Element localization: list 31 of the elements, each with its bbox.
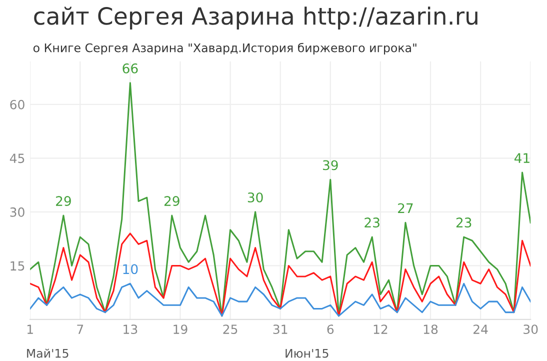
y-tick-label: 60 [10,100,24,110]
x-tick-label: 12 [374,324,388,334]
annotation: 27 [398,203,413,214]
annotation: 29 [164,196,180,206]
line-series [30,232,531,317]
text: Май'15 [27,348,68,358]
annotation: 66 [122,63,138,74]
y-tick-label: 45 [10,154,24,164]
text: Июн'15 [286,349,328,358]
x-tick-label: 1 [27,324,33,334]
y-tick-label: 15 [10,261,24,271]
x-tick-label: 13 [124,324,138,334]
x-tick-label: 6 [327,324,334,334]
x-tick-label: 19 [174,324,188,334]
x-tick-label: 18 [424,324,438,334]
x-tick-label: 24 [474,324,488,334]
annotation: 39 [323,160,338,170]
x-tick-label: 31 [273,324,288,334]
x-tick-label: 25 [223,324,238,334]
annotation: 41 [514,153,530,163]
x-tick-label: 30 [524,324,538,334]
annotation: 23 [364,218,380,228]
x-tick-label: 7 [77,324,84,334]
line-series [30,282,531,317]
chart-subtitle: о Книге Сергея Азарина "Хавард.История биржевого игрока" [33,42,416,55]
y-tick-label: 30 [10,207,24,217]
annotation: 23 [456,218,472,228]
chart-title: сайт Сергея Азарина http://azarin.ru [34,6,478,30]
annotation: 29 [56,196,71,206]
annotation: 30 [248,192,263,202]
annotation: 10 [123,264,138,274]
